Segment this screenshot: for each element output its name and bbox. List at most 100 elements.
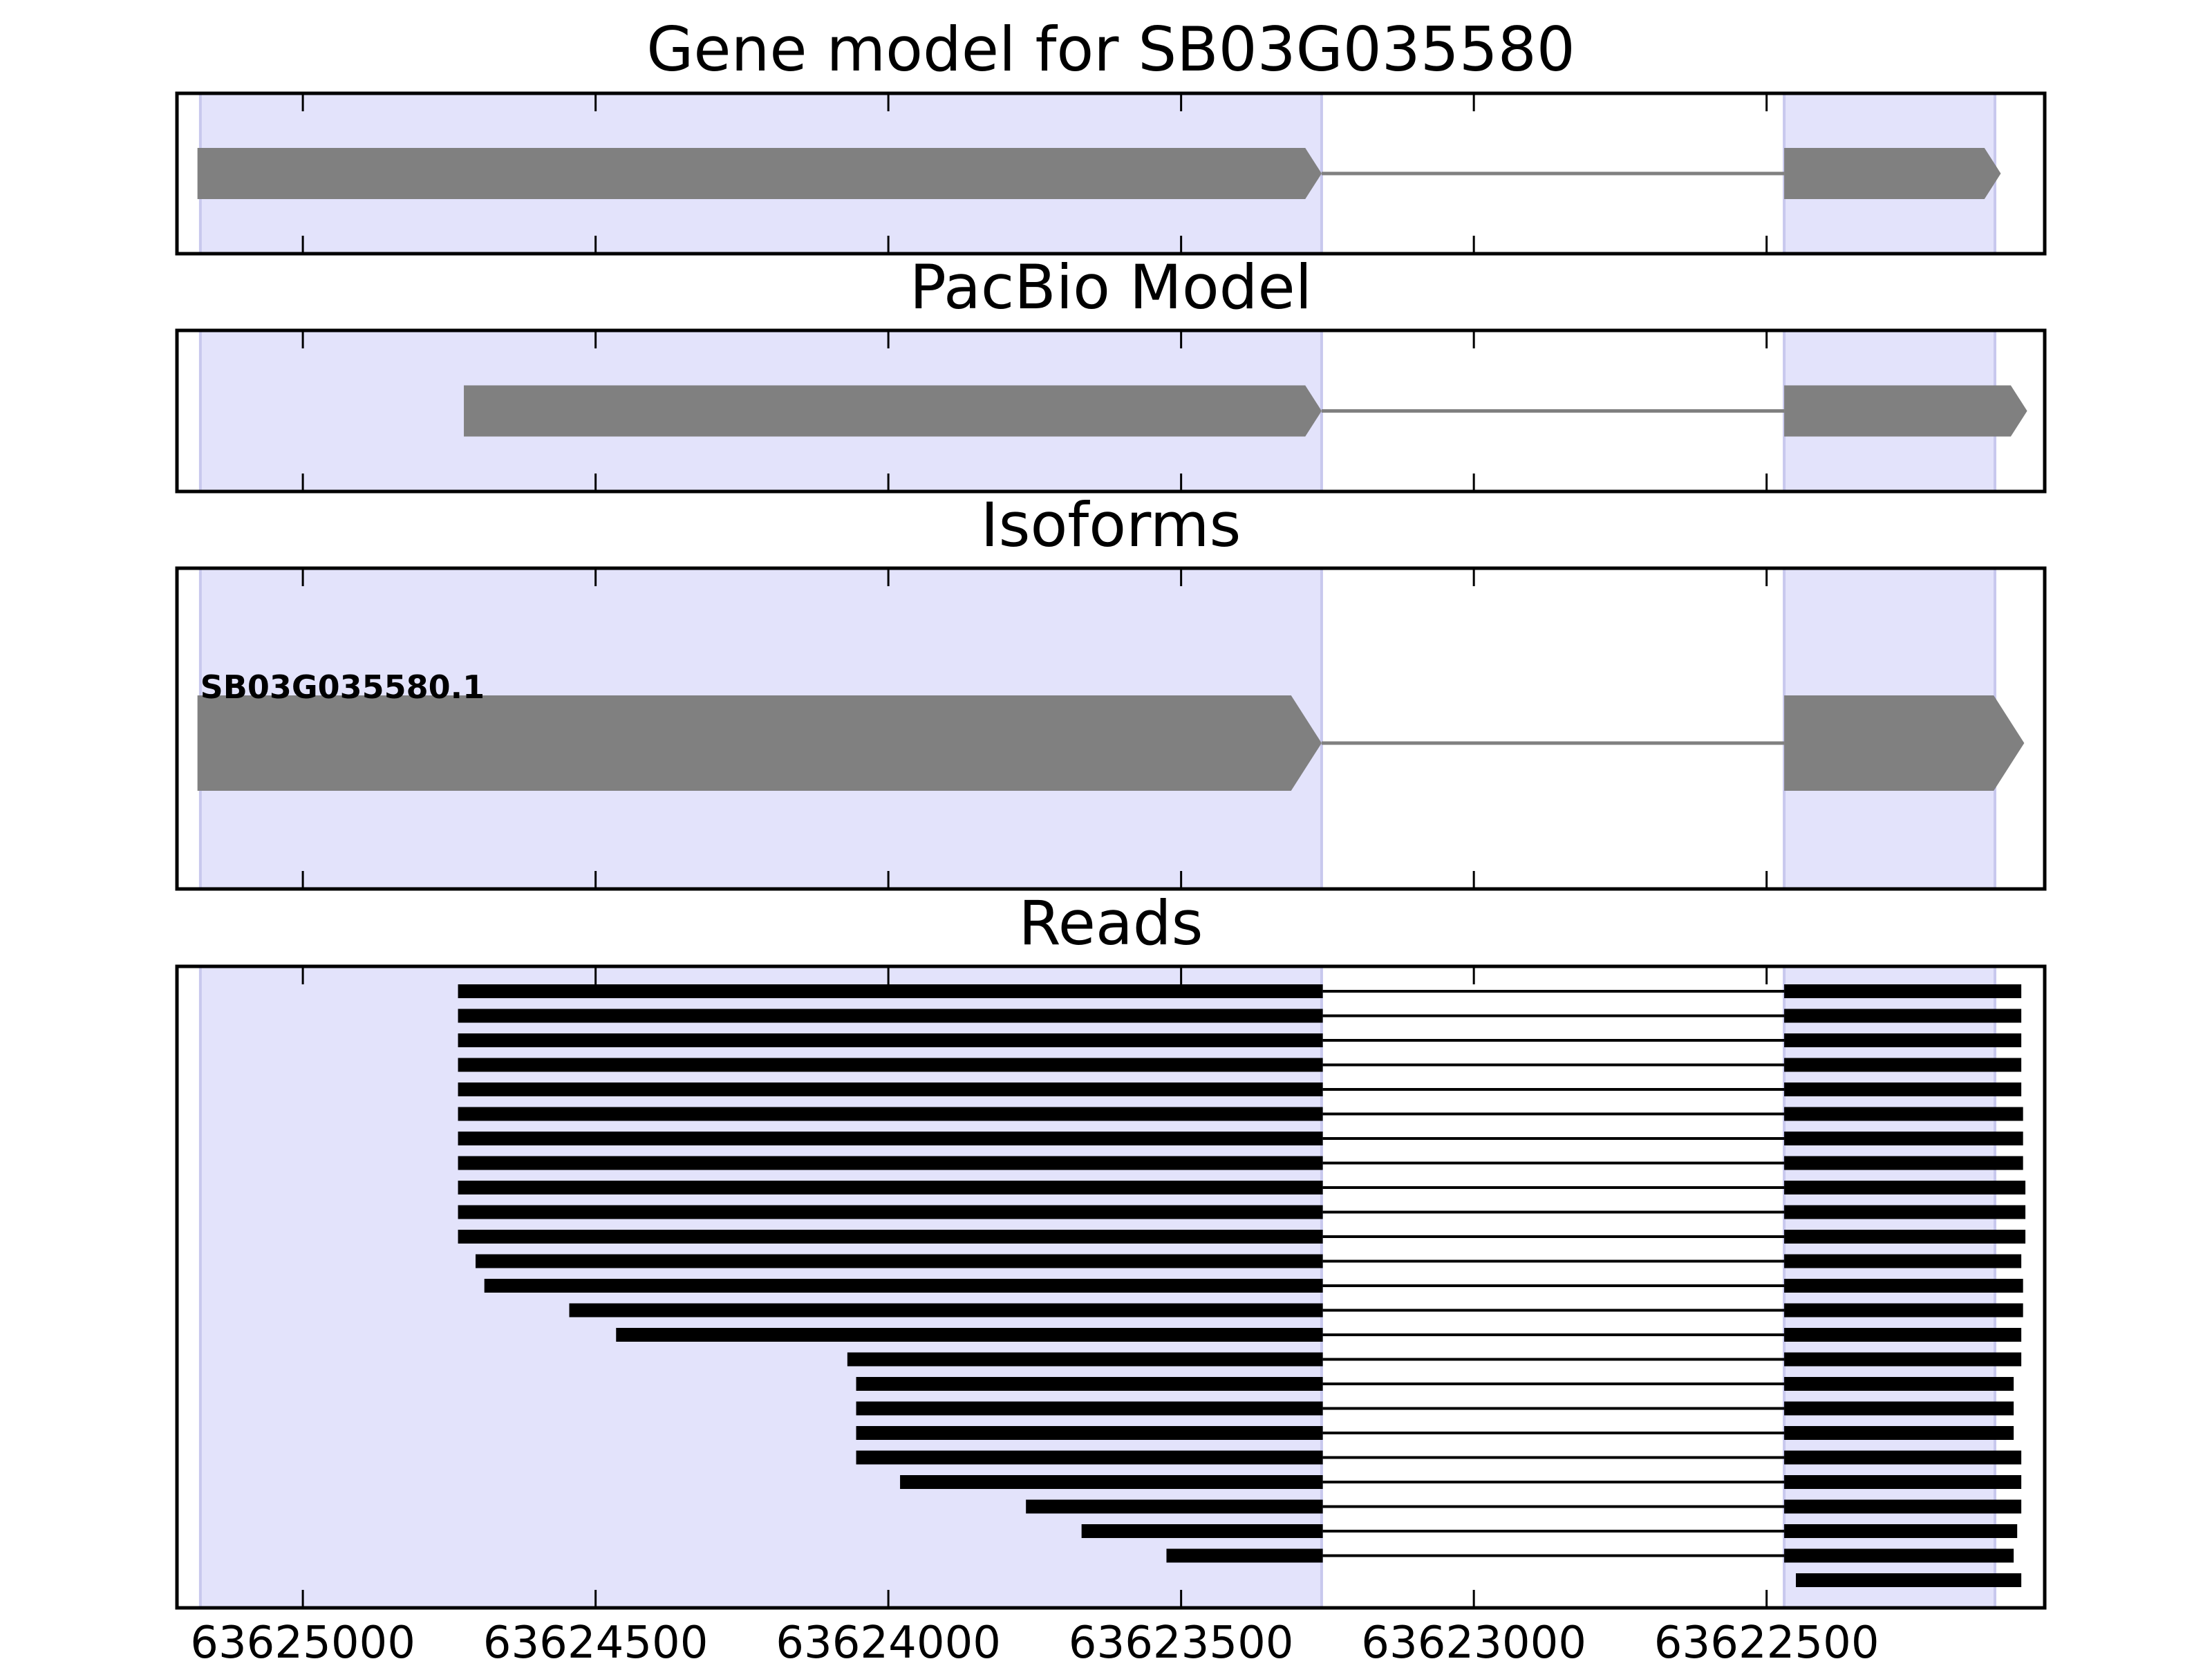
read-block <box>458 984 1323 998</box>
panel-frame <box>175 91 2047 256</box>
read-block <box>1784 1401 2014 1416</box>
read-13 <box>484 1279 2023 1293</box>
read-block <box>1784 1426 2014 1440</box>
read-block <box>1784 1377 2014 1391</box>
read-4 <box>458 1058 2022 1072</box>
read-block <box>1784 1499 2022 1514</box>
read-block <box>1784 1107 2023 1121</box>
read-21 <box>900 1475 2022 1489</box>
read-block <box>1081 1524 1323 1538</box>
panel-1: Gene model for SB03G035580 <box>175 14 2047 256</box>
read-17 <box>856 1377 2014 1391</box>
x-tick-label: 63624500 <box>483 1618 709 1659</box>
x-tick-label: 63625000 <box>190 1618 415 1659</box>
read-block <box>458 1181 1323 1194</box>
read-block <box>1784 1009 2022 1023</box>
panel-title: Gene model for SB03G035580 <box>646 14 1575 85</box>
read-block <box>1784 1254 2022 1268</box>
read-6 <box>458 1107 2023 1121</box>
read-block <box>458 1205 1323 1219</box>
read-14 <box>569 1303 2023 1318</box>
read-block <box>484 1279 1323 1293</box>
x-tick-label: 63623000 <box>1361 1618 1586 1659</box>
read-block <box>1784 1205 2026 1219</box>
read-7 <box>458 1132 2023 1145</box>
read-block <box>1784 1328 2022 1342</box>
model-exon-2 <box>1784 148 2001 199</box>
read-10 <box>458 1205 2026 1219</box>
read-24 <box>1166 1548 2014 1563</box>
read-5 <box>458 1082 2022 1096</box>
read-block <box>1784 1181 2026 1194</box>
x-tick-label: 63624000 <box>776 1618 1001 1659</box>
read-block <box>1026 1499 1323 1514</box>
panel-frame <box>175 328 2047 494</box>
read-block <box>1784 1352 2022 1367</box>
read-block <box>458 1230 1323 1244</box>
read-9 <box>458 1181 2026 1194</box>
read-block <box>1784 1548 2014 1563</box>
read-block <box>458 1082 1323 1096</box>
read-block <box>856 1401 1323 1416</box>
read-block <box>1784 1058 2022 1072</box>
isoform-1-exon-1 <box>197 695 1322 791</box>
read-block <box>900 1475 1323 1489</box>
read-block <box>856 1377 1323 1391</box>
read-block <box>1784 1132 2023 1145</box>
read-25 <box>1796 1573 2022 1587</box>
read-block <box>1784 1082 2022 1096</box>
model-exon-1 <box>197 148 1322 199</box>
read-block <box>475 1254 1323 1268</box>
read-block <box>856 1450 1323 1465</box>
panel-title: Reads <box>1019 888 1203 959</box>
read-20 <box>856 1450 2022 1465</box>
read-block <box>1784 984 2022 998</box>
read-block <box>1784 1524 2018 1538</box>
read-23 <box>1081 1524 2018 1538</box>
x-tick-label: 63623500 <box>1069 1618 1294 1659</box>
read-12 <box>475 1254 2022 1268</box>
panel-3: SB03G035580.1 Isoforms <box>175 489 2047 891</box>
model-exon-2 <box>1784 385 2027 437</box>
read-block <box>1784 1230 2026 1244</box>
read-block <box>1166 1548 1323 1563</box>
panel-frame <box>175 566 2047 891</box>
read-3 <box>458 1033 2022 1047</box>
read-block <box>458 1156 1323 1170</box>
panel-title: Isoforms <box>981 489 1241 561</box>
model-exon-1 <box>464 385 1322 437</box>
read-block <box>856 1426 1323 1440</box>
isoform-label: SB03G035580.1 <box>200 668 485 706</box>
read-block <box>569 1303 1323 1318</box>
read-22 <box>1026 1499 2022 1514</box>
read-16 <box>847 1352 2022 1367</box>
read-block <box>1784 1450 2022 1465</box>
isoform-1-exon-2 <box>1784 695 2025 791</box>
read-19 <box>856 1426 2014 1440</box>
read-1 <box>458 984 2022 998</box>
read-block <box>1784 1303 2023 1318</box>
read-15 <box>616 1328 2022 1342</box>
read-block <box>1784 1475 2022 1489</box>
read-block <box>1784 1279 2023 1293</box>
panel-4: Reads <box>175 888 2047 1610</box>
read-block <box>847 1352 1323 1367</box>
read-2 <box>458 1009 2022 1023</box>
read-11 <box>458 1230 2026 1244</box>
x-tick-label: 63622500 <box>1654 1618 1880 1659</box>
panel-2: PacBio Model <box>175 252 2047 494</box>
read-block <box>458 1107 1323 1121</box>
read-block <box>1784 1033 2022 1047</box>
panel-frame <box>175 964 2047 1610</box>
panel-title: PacBio Model <box>910 252 1312 323</box>
read-block <box>458 1058 1323 1072</box>
read-18 <box>856 1401 2014 1416</box>
read-block <box>458 1132 1323 1145</box>
read-block <box>458 1033 1323 1047</box>
read-block <box>458 1009 1323 1023</box>
read-block <box>616 1328 1323 1342</box>
read-block <box>1784 1156 2023 1170</box>
read-block <box>1796 1573 2022 1587</box>
read-8 <box>458 1156 2023 1170</box>
